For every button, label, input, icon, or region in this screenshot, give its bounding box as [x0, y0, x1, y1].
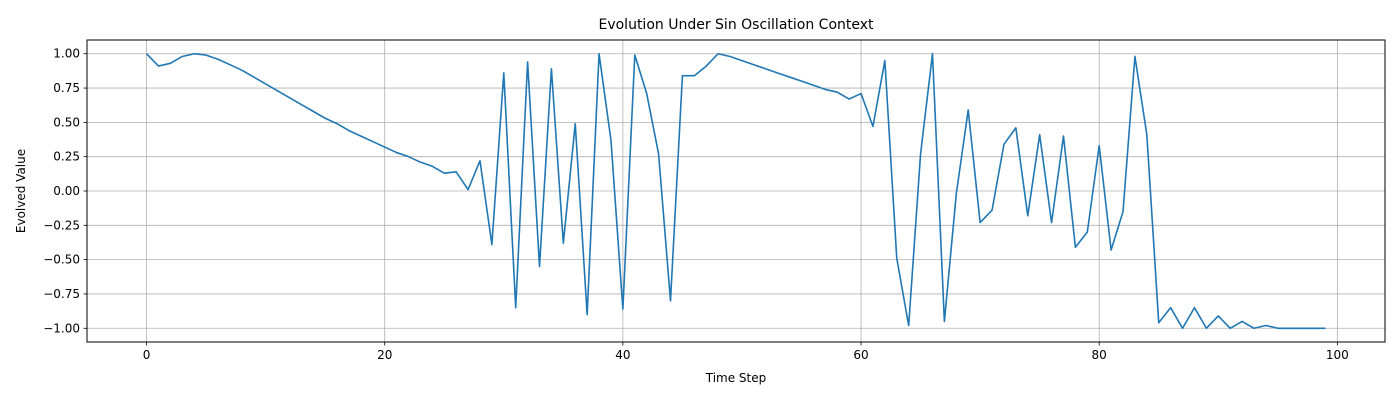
y-tick-label: −0.50	[43, 253, 80, 267]
chart-title: Evolution Under Sin Oscillation Context	[598, 17, 874, 33]
x-axis-label: Time Step	[705, 371, 767, 385]
y-tick-label: 0.50	[53, 115, 80, 129]
y-tick-label: 0.25	[53, 150, 80, 164]
x-tick-label: 40	[615, 348, 630, 362]
y-tick-label: 1.00	[53, 47, 80, 61]
y-tick-label: −1.00	[43, 321, 80, 335]
series-line	[145, 52, 1326, 330]
y-tick-label: −0.75	[43, 287, 80, 301]
y-tick-label: 0.75	[53, 81, 80, 95]
x-tick-label: 20	[377, 348, 392, 362]
x-tick-label: 60	[853, 348, 868, 362]
grid-lines	[87, 40, 1385, 342]
x-tick-label: 0	[143, 348, 151, 362]
tick-labels: 0 20 40 60 80 100 1.00 0.75 0.50 0.25 0.00 −0.25 −0.…	[43, 47, 1349, 362]
y-tick-label: 0.00	[53, 184, 80, 198]
x-tick-label: 100	[1326, 348, 1349, 362]
tick-marks	[83, 53, 1338, 346]
y-axis-label: Evolved Value	[14, 149, 28, 233]
series-layer	[145, 52, 1326, 330]
x-tick-label: 80	[1092, 348, 1107, 362]
y-tick-label: −0.25	[43, 218, 80, 232]
